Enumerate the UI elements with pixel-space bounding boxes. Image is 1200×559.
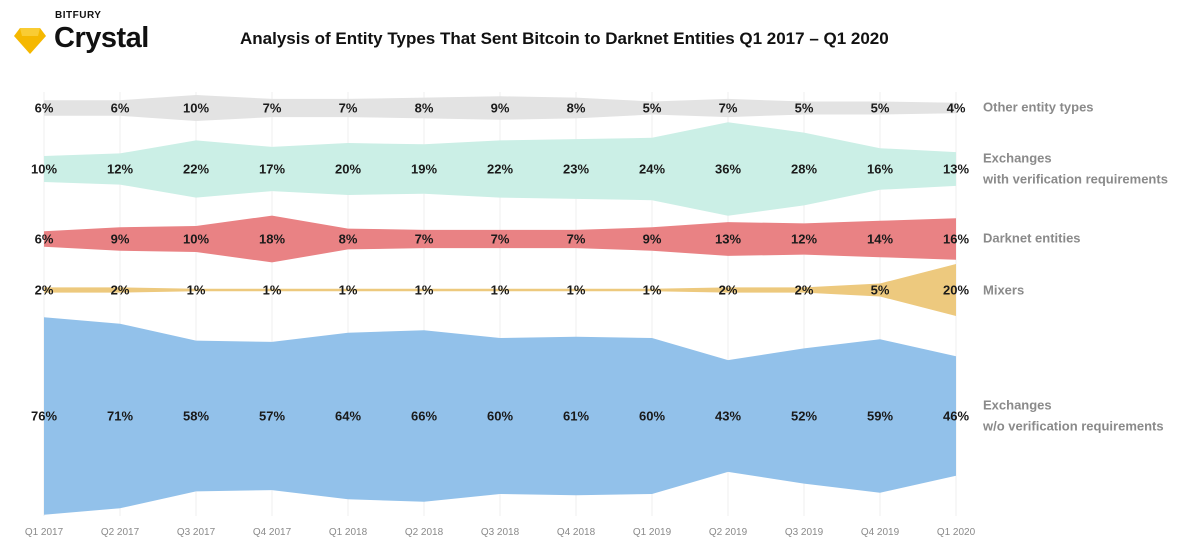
- data-label: 16%: [943, 231, 969, 246]
- data-label: 23%: [563, 161, 589, 176]
- data-label: 8%: [415, 100, 434, 115]
- data-label: 24%: [639, 161, 665, 176]
- data-label: 59%: [867, 408, 893, 423]
- data-label: 7%: [339, 100, 358, 115]
- data-label: 7%: [263, 100, 282, 115]
- x-tick-label: Q1 2018: [329, 527, 368, 538]
- data-label: 2%: [795, 282, 814, 297]
- data-label: 43%: [715, 408, 741, 423]
- data-label: 57%: [259, 408, 285, 423]
- legend-label: Other entity types: [983, 99, 1094, 114]
- data-label: 7%: [491, 231, 510, 246]
- data-label: 5%: [871, 100, 890, 115]
- data-label: 20%: [943, 282, 969, 297]
- data-label: 60%: [639, 408, 665, 423]
- data-label: 1%: [491, 282, 510, 297]
- data-label: 16%: [867, 161, 893, 176]
- data-label: 58%: [183, 408, 209, 423]
- brand-company: BITFURY: [55, 10, 102, 21]
- x-tick-label: Q1 2017: [25, 527, 64, 538]
- data-label: 19%: [411, 161, 437, 176]
- data-label: 1%: [643, 282, 662, 297]
- data-label: 14%: [867, 231, 893, 246]
- data-label: 7%: [719, 100, 738, 115]
- data-label: 2%: [719, 282, 738, 297]
- brand-product: Crystal: [54, 22, 149, 54]
- data-label: 6%: [35, 100, 54, 115]
- x-tick-label: Q2 2018: [405, 527, 444, 538]
- data-label: 1%: [187, 282, 206, 297]
- series-band-4: [44, 317, 956, 515]
- data-label: 76%: [31, 408, 57, 423]
- data-label: 2%: [35, 282, 54, 297]
- data-label: 12%: [107, 161, 133, 176]
- data-label: 36%: [715, 161, 741, 176]
- data-label: 9%: [491, 100, 510, 115]
- data-label: 66%: [411, 408, 437, 423]
- crystal-logo: BITFURY Crystal: [14, 8, 164, 58]
- data-label: 60%: [487, 408, 513, 423]
- series-band-0: [44, 95, 956, 121]
- data-label: 4%: [947, 100, 966, 115]
- legend-label: w/o verification requirements: [982, 418, 1164, 433]
- data-label: 28%: [791, 161, 817, 176]
- diamond-logo-icon: [14, 28, 46, 54]
- data-label: 1%: [567, 282, 586, 297]
- data-label: 8%: [339, 231, 358, 246]
- data-label: 13%: [943, 161, 969, 176]
- x-tick-label: Q2 2017: [101, 527, 140, 538]
- data-label: 52%: [791, 408, 817, 423]
- data-label: 12%: [791, 231, 817, 246]
- data-label: 10%: [183, 100, 209, 115]
- data-label: 22%: [487, 161, 513, 176]
- data-label: 22%: [183, 161, 209, 176]
- data-label: 5%: [795, 100, 814, 115]
- data-label: 9%: [643, 231, 662, 246]
- data-label: 46%: [943, 408, 969, 423]
- legend-label: Darknet entities: [983, 230, 1081, 245]
- data-label: 18%: [259, 231, 285, 246]
- data-label: 17%: [259, 161, 285, 176]
- data-label: 64%: [335, 408, 361, 423]
- legend-label: with verification requirements: [982, 171, 1168, 186]
- data-label: 2%: [111, 282, 130, 297]
- data-label: 61%: [563, 408, 589, 423]
- x-tick-label: Q1 2020: [937, 527, 976, 538]
- series-band-1: [44, 122, 956, 216]
- x-tick-label: Q4 2018: [557, 527, 596, 538]
- legend-label: Exchanges: [983, 150, 1052, 165]
- data-label: 10%: [183, 231, 209, 246]
- x-tick-label: Q2 2019: [709, 527, 748, 538]
- x-tick-label: Q4 2019: [861, 527, 900, 538]
- data-label: 20%: [335, 161, 361, 176]
- data-label: 5%: [643, 100, 662, 115]
- x-tick-label: Q3 2019: [785, 527, 824, 538]
- x-tick-label: Q1 2019: [633, 527, 672, 538]
- x-tick-label: Q3 2018: [481, 527, 520, 538]
- data-label: 13%: [715, 231, 741, 246]
- data-label: 8%: [567, 100, 586, 115]
- data-label: 1%: [263, 282, 282, 297]
- data-label: 5%: [871, 282, 890, 297]
- data-label: 7%: [415, 231, 434, 246]
- x-tick-label: Q4 2017: [253, 527, 292, 538]
- series-band-3: [44, 264, 956, 316]
- data-label: 71%: [107, 408, 133, 423]
- data-label: 7%: [567, 231, 586, 246]
- data-label: 6%: [111, 100, 130, 115]
- data-label: 10%: [31, 161, 57, 176]
- data-label: 1%: [415, 282, 434, 297]
- chart-title: Analysis of Entity Types That Sent Bitco…: [240, 29, 889, 48]
- legend-label: Mixers: [983, 282, 1024, 297]
- legend-label: Exchanges: [983, 397, 1052, 412]
- data-label: 6%: [35, 231, 54, 246]
- x-tick-label: Q3 2017: [177, 527, 216, 538]
- data-label: 9%: [111, 231, 130, 246]
- data-label: 1%: [339, 282, 358, 297]
- series-band-2: [44, 215, 956, 263]
